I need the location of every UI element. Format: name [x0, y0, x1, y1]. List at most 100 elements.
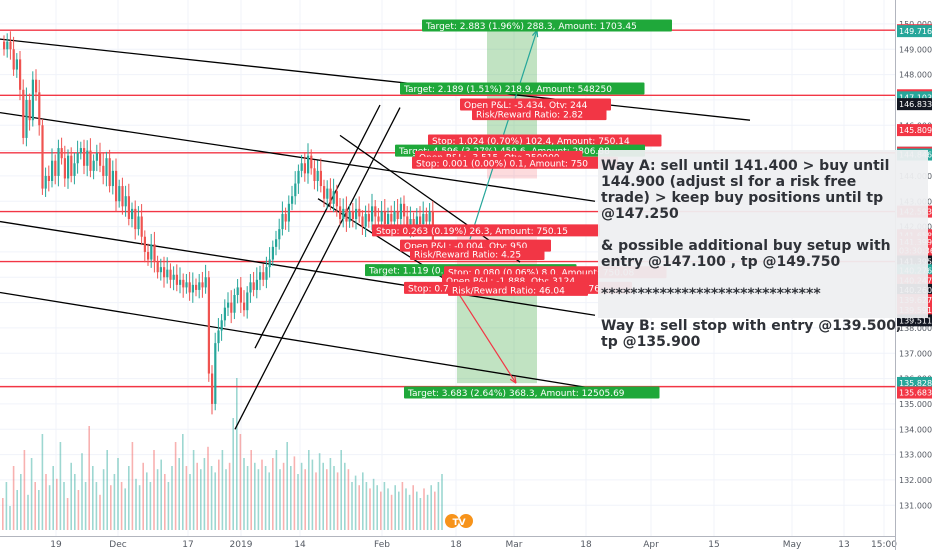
candle-body	[252, 282, 255, 290]
volume-bar	[293, 456, 296, 530]
volume-bar	[254, 462, 256, 530]
volume-bar	[81, 453, 83, 530]
candle-body	[348, 211, 351, 222]
candle-body	[236, 287, 239, 295]
volume-bar	[16, 490, 18, 530]
volume-bar	[434, 491, 436, 530]
candle-body	[54, 160, 57, 176]
volume-bar	[426, 494, 429, 530]
volume-bar	[390, 494, 393, 530]
volume-bar	[117, 458, 119, 530]
volume-bar	[99, 494, 101, 530]
volume-bar	[419, 498, 422, 530]
volume-bar	[142, 462, 144, 530]
volume-bar	[178, 458, 180, 530]
volume-bar	[27, 494, 29, 530]
candle-body	[51, 160, 54, 181]
note-line: trade) > keep buy positions until tp	[601, 190, 884, 206]
volume-bar	[430, 485, 432, 530]
volume-bar	[45, 474, 47, 530]
volume-bar	[63, 482, 65, 530]
volume-bar	[74, 474, 76, 530]
candle-body	[127, 196, 130, 219]
volume-bar	[192, 450, 195, 530]
candle-body	[239, 287, 242, 303]
candle-body	[140, 216, 143, 237]
volume-bar	[376, 485, 378, 530]
candle-body	[415, 216, 418, 227]
volume-bar	[290, 466, 292, 530]
trade-label-box	[472, 108, 607, 121]
volume-bar	[272, 458, 274, 530]
trade-label-box	[410, 247, 545, 260]
candle-body	[198, 282, 201, 290]
trend-line	[0, 111, 596, 202]
trend-lines[interactable]	[0, 38, 751, 430]
candle-body	[275, 239, 278, 247]
price-badge: 145.809	[899, 126, 932, 135]
volume-bar	[34, 482, 36, 530]
candle-body	[300, 163, 303, 171]
candle-body	[358, 208, 361, 217]
candle-body	[99, 153, 102, 166]
trade-label: Open P&L: -5.434, Qty: 244	[464, 101, 588, 111]
volume-bar	[387, 488, 389, 530]
candle-body	[281, 213, 284, 230]
profit-zone	[457, 295, 537, 384]
trade-label-box	[422, 19, 672, 32]
candle-body	[111, 170, 114, 187]
price-badge: 135.828	[899, 379, 932, 388]
x-tick-label: 17	[182, 540, 193, 550]
candle-body	[28, 99, 31, 121]
volume-bar	[340, 450, 342, 530]
candle-body	[175, 274, 178, 285]
candle-body	[383, 211, 386, 225]
candle-body	[143, 236, 146, 252]
volume-bar	[189, 474, 191, 530]
candle-body	[15, 59, 18, 70]
volume-bar	[66, 498, 69, 530]
volume-bar	[336, 472, 339, 530]
x-axis: 19 Dec 17 2019 14 Feb 18 Mar 18 Apr 15 May 13 15:00	[0, 536, 897, 550]
y-tick-label: 133.000	[899, 451, 932, 460]
volume-bar	[149, 482, 152, 530]
volume-bar	[131, 442, 134, 530]
volume-bar	[394, 485, 396, 530]
y-tick-label: 137.000	[899, 349, 932, 358]
volume-bar	[437, 482, 440, 530]
candle-body	[313, 168, 316, 181]
volume-bar	[124, 488, 126, 530]
candle-body	[153, 244, 156, 263]
volume-bar	[138, 485, 141, 530]
candle-body	[108, 158, 111, 187]
candlesticks	[3, 31, 434, 415]
volume-bar	[383, 482, 386, 530]
trade-label-box	[412, 156, 618, 169]
candle-body	[319, 170, 322, 187]
volume-bar	[153, 450, 155, 530]
candle-body	[57, 148, 60, 176]
candle-body	[207, 277, 210, 374]
candle-body	[38, 92, 41, 126]
volume-bar	[354, 475, 357, 530]
candle-body	[428, 211, 431, 222]
volume-bar	[92, 466, 94, 530]
volume-bar	[128, 466, 130, 530]
volume-bar	[225, 469, 227, 530]
volume-bar	[113, 474, 116, 530]
volume-bar	[416, 491, 418, 530]
candle-body	[297, 170, 300, 184]
candle-body	[86, 150, 89, 166]
volume-bar	[344, 462, 346, 530]
candle-body	[169, 269, 172, 280]
volume-bar	[164, 474, 166, 530]
volume-bar	[441, 474, 443, 530]
tradingview-logo: TV	[445, 514, 473, 528]
volume-bar	[5, 482, 8, 530]
volume-bar	[174, 442, 177, 530]
candle-body	[329, 188, 332, 204]
candle-body	[249, 282, 252, 293]
candle-body	[361, 216, 364, 227]
volume-bar	[264, 466, 267, 530]
volume-bar	[408, 494, 411, 530]
